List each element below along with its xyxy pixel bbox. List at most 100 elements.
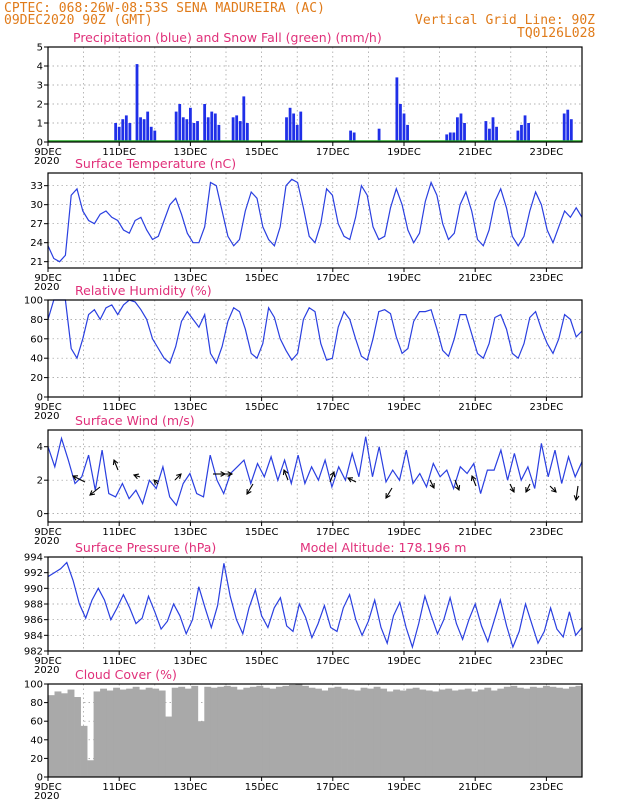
cloud-cover-bar (126, 688, 134, 777)
x-tick-label: 17DEC (316, 273, 350, 284)
wind-arrow-head (132, 473, 139, 480)
x-tick-label: 21DEC (458, 147, 492, 158)
y-tick-label: 0 (37, 393, 43, 404)
wind-arrow-head (346, 477, 354, 483)
cloud-cover-bar (399, 690, 407, 777)
cloud-cover-bar (197, 721, 205, 777)
cloud-cover-bar (191, 685, 199, 777)
wind-arrow-head (246, 488, 252, 495)
header-grid-line-info: Vertical Grid Line: 90Z (415, 13, 595, 28)
x-tick-label: 11DEC (102, 402, 136, 413)
cloud-cover-bar (328, 687, 335, 777)
cloud-cover-bar (223, 685, 231, 777)
panel-title: Cloud Cover (%) (75, 667, 177, 682)
y-tick-label: 992 (24, 568, 43, 579)
y-tick-label: 4 (37, 62, 43, 73)
x-tick-label: 19DEC (387, 273, 421, 284)
x-tick-label: 11DEC (102, 527, 136, 538)
precipitation-bar (491, 117, 495, 142)
x-tick-label: 21DEC (458, 656, 492, 667)
y-tick-label: 0 (37, 138, 43, 149)
wind-direction-arrow (89, 486, 101, 496)
wind-arrow-head (176, 473, 182, 479)
x-tick-label: 13DEC (174, 527, 208, 538)
y-tick-label: 990 (24, 584, 43, 595)
x-tick-label: 13DEC (174, 782, 208, 793)
precipitation-bar (452, 132, 456, 142)
cloud-cover-bar (275, 686, 283, 777)
precipitation-bar (192, 123, 196, 142)
cloud-cover-bar (152, 688, 160, 777)
wind-arrow-head (153, 479, 159, 485)
y-tick-label: 30 (30, 200, 43, 211)
panel-cloud-cover: 0 20 40 60 80 100 9DEC 11DEC 13DEC 15DEC 17DEC 19DE… (24, 667, 583, 800)
wind-arrow-head (112, 458, 119, 466)
header-station-line: CPTEC: 068:26W-08:53S SENA MADUREIRA (AC… (4, 1, 325, 16)
precipitation-bar (174, 111, 178, 142)
cloud-cover-bar (269, 688, 277, 777)
wind-direction-arrow (174, 473, 182, 481)
wind-arrow-head (509, 486, 515, 494)
x-tick-label: 15DEC (245, 656, 279, 667)
x-tick-label: 9DEC (34, 656, 61, 667)
precipitation-bar (178, 104, 182, 142)
precipitation-bar (399, 104, 402, 142)
wind-direction-arrow (471, 475, 477, 487)
precipitation-bar (377, 128, 381, 142)
x-tick-label: 9DEC (34, 147, 61, 158)
cloud-cover-bar (471, 691, 479, 777)
wind-arrow-head (551, 487, 557, 493)
cloud-cover-bar (575, 685, 583, 777)
cloud-cover-bar (419, 689, 427, 777)
wind-direction-arrow (72, 475, 86, 483)
y-tick-label: 0 (37, 509, 43, 520)
x-tick-label: 15DEC (245, 147, 279, 158)
precipitation-bar (146, 111, 150, 142)
precipitation-bar (235, 115, 239, 142)
precipitation-bar (516, 130, 520, 142)
cloud-cover-bar (93, 691, 101, 777)
x-year-label: 2020 (34, 282, 59, 293)
x-tick-label: 19DEC (387, 527, 421, 538)
wind-arrow-head (429, 482, 435, 490)
panel-title: Surface Wind (m/s) (75, 413, 195, 428)
panel-frame (47, 46, 583, 143)
y-tick-label: 986 (24, 615, 43, 626)
cloud-cover-bar (80, 725, 88, 777)
cloud-cover-bar (67, 689, 75, 777)
cloud-cover-bar (341, 688, 348, 777)
cloud-cover-bar (308, 687, 316, 777)
precipitation-bar (210, 111, 214, 142)
precipitation-bar (242, 96, 246, 142)
panel-humidity: 0 20 40 60 80 100 9DEC 11DEC 13DEC 15DEC 17DEC 19DE… (24, 283, 583, 422)
series-line-temperature (47, 178, 583, 263)
cloud-cover-bar (230, 686, 238, 777)
cloud-cover-bar (555, 687, 563, 777)
cloud-cover-bar (145, 687, 153, 777)
precipitation-bar (285, 117, 288, 142)
cloud-cover-bar (87, 760, 94, 777)
x-tick-label: 17DEC (316, 147, 350, 158)
cloud-cover-bar (256, 685, 264, 777)
series-line-wind (47, 436, 583, 507)
wind-arrow-head (71, 475, 79, 481)
x-tick-label: 21DEC (458, 273, 492, 284)
cloud-cover-bar (48, 695, 55, 777)
x-tick-label: 23DEC (530, 527, 564, 538)
precipitation-bar (124, 115, 128, 142)
cloud-cover-bar (354, 690, 361, 777)
cloud-cover-bar (132, 686, 140, 777)
cloud-cover-bar (301, 685, 309, 777)
y-tick-label: 80 (30, 315, 43, 326)
y-tick-label: 60 (30, 334, 43, 345)
cloud-cover-bar (458, 689, 466, 777)
cloud-cover-bar (464, 688, 472, 777)
panel-title: Surface Temperature (nC) (75, 156, 236, 171)
cloud-cover-bar (490, 690, 498, 777)
cloud-cover-bar (334, 686, 342, 777)
y-tick-label: 0 (37, 773, 43, 784)
y-tick-label: 21 (30, 257, 43, 268)
precipitation-bar (213, 113, 217, 142)
precipitation-bar (206, 117, 210, 142)
cloud-cover-bar (380, 688, 388, 777)
